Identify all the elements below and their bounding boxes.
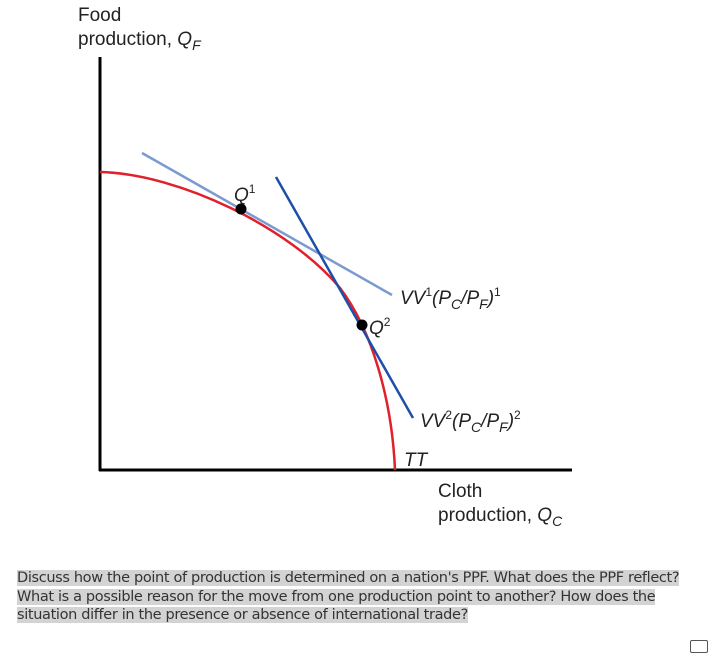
question-line: situation differ in the presence or abse… <box>17 607 468 623</box>
label-text: ) <box>486 288 494 309</box>
label-text: VV <box>420 411 448 432</box>
label-symbol: Q <box>369 318 384 339</box>
label-text: (P <box>452 411 471 432</box>
label-text: ) <box>506 411 514 432</box>
curve-label: TT <box>404 450 429 471</box>
point-q1 <box>235 203 247 215</box>
label-text: VV <box>400 288 428 309</box>
ppf-curve <box>99 170 397 471</box>
price-line-label: VV2(PC/PF)2 <box>420 408 521 435</box>
x-axis-label: production, QC <box>438 505 563 529</box>
label-text: (P <box>432 288 451 309</box>
question: Discuss how the point of production is d… <box>17 569 680 625</box>
label-sup: 2 <box>384 315 391 329</box>
label-text: /P <box>459 288 479 309</box>
keyboard-icon[interactable] <box>690 640 708 653</box>
price-line-label: VV1(PC/PF)1 <box>400 285 501 312</box>
label-text: /P <box>479 411 499 432</box>
price-line-2 <box>274 176 415 419</box>
label-sup: 1 <box>425 285 432 299</box>
label-sup: 2 <box>514 408 521 422</box>
ppf-diagram: Food production, QF Cloth production, QC… <box>78 5 572 529</box>
label-sub: C <box>471 419 482 435</box>
price-line-1 <box>141 151 393 297</box>
label-sub: F <box>499 419 509 435</box>
label-sup: 1 <box>494 285 501 299</box>
label-symbol: Q <box>177 29 192 50</box>
y-axis-label: Food <box>78 5 121 26</box>
question-line: Discuss how the point of production is d… <box>17 570 680 586</box>
label-sub: F <box>479 296 489 312</box>
label-sub: F <box>192 37 202 53</box>
label-sub: C <box>451 296 462 312</box>
point-label: Q1 <box>234 182 256 206</box>
label-text: production, <box>78 29 177 50</box>
y-axis-label: production, QF <box>78 29 202 53</box>
label-text: production, <box>438 505 537 526</box>
label-sup: 2 <box>445 408 452 422</box>
label-sub: C <box>552 513 563 529</box>
point-label: Q2 <box>369 315 391 339</box>
point-q2 <box>356 319 368 331</box>
question-line: What is a possible reason for the move f… <box>17 588 656 605</box>
x-axis-label: Cloth <box>438 481 482 502</box>
label-sup: 1 <box>249 182 256 196</box>
label-symbol: Q <box>234 185 249 206</box>
label-symbol: Q <box>537 505 552 526</box>
